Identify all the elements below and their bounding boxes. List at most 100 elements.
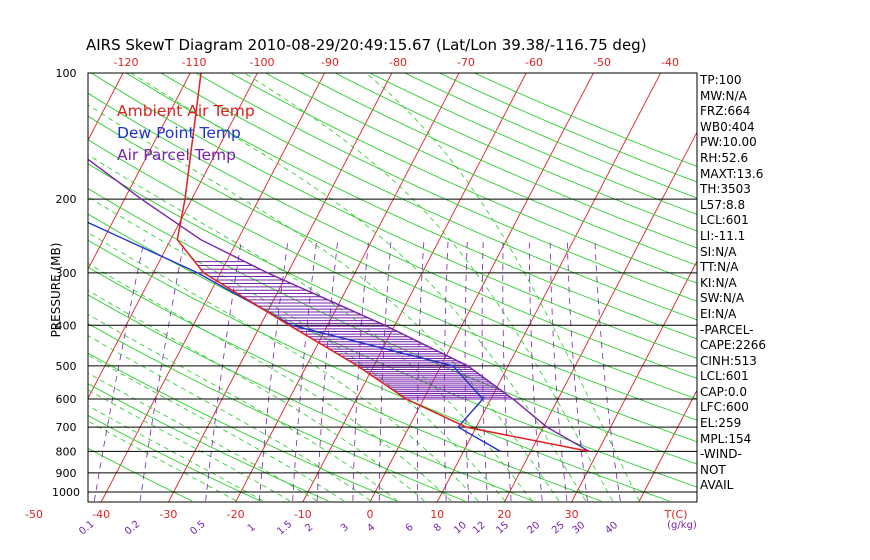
stat-line: CINH:513 [700,353,757,368]
y-axis-label: PRESSURE (MB) [49,242,63,338]
stat-line: AVAIL [700,478,734,493]
isotherm-line [100,73,326,502]
pressure-tick-label: 700 [56,421,77,434]
bottom-temp-tick-label: -10 [294,508,312,521]
dry-adiabat-line [88,352,397,502]
isotherm-line [235,73,460,502]
isotherm-line [638,389,697,502]
dry-adiabat-line [230,73,697,284]
dry-adiabat-line [88,92,697,379]
stats-panel: TP:100 MW:N/A FRZ:664 WB0:404 PW:10.00 RH:52.… [700,73,766,494]
top-temp-tick-label: -70 [457,56,475,69]
moist-adiabat-line [130,73,586,502]
moist-adiabat-line [88,372,318,502]
stat-line: CAP:0.0 [700,384,747,399]
legend-ambient-air-temp: Ambient Air Temp [117,102,255,120]
stat-line: RH:52.6 [700,150,749,165]
mixing-ratio-tick-label: 12 [471,520,488,537]
mixing-ratio-tick-label: 6 [404,522,416,535]
dry-adiabat-line [439,73,697,183]
stat-line: MAXT:13.6 [700,166,764,181]
stat-line: L57:8.8 [700,197,746,212]
mixing-ratio-line [416,239,425,501]
mixing-ratio-tick-label: 0.5 [188,519,207,538]
mixing-ratio-line [566,239,588,501]
dry-adiabat-line [88,266,602,502]
isotherm-line [504,131,697,502]
mixing-ratio-tick-label: 20 [525,520,542,537]
stat-line: NOT [700,462,726,477]
isotherm-line [88,73,258,400]
dry-adiabat-line [91,73,697,359]
stat-line: TH:3503 [700,182,751,197]
dry-adiabat-line [334,73,697,232]
pressure-tick-label: 500 [56,360,77,373]
bottom-temp-tick-label: -20 [227,508,245,521]
top-temp-tick-label: -100 [250,56,275,69]
stat-line: CAPE:2266 [700,338,766,353]
stat-line: WB0:404 [700,119,755,134]
pressure-tick-label: 300 [56,267,77,280]
stat-line: SW:N/A [700,291,745,306]
bottom-temp-tick-label: -50 [25,508,43,521]
legend: Ambient Air Temp Dew Point Temp Air Parc… [117,100,255,166]
stat-line: -WIND- [700,447,742,462]
dry-adiabat-line [88,383,329,502]
legend-air-parcel-temp: Air Parcel Temp [117,146,236,164]
mixing-ratio-line [93,239,145,501]
stat-line: MW:N/A [700,88,747,103]
top-temp-tick-label: -110 [182,56,207,69]
mixing-ratio-tick-label: 0.1 [77,519,96,538]
bottom-temp-tick-label: 0 [367,508,374,521]
dry-adiabat-line [369,73,697,215]
isotherm-line [302,73,527,502]
stat-line: EL:259 [700,416,742,431]
isotherm-line [0,73,56,502]
mixing-ratio-tick-label: 10 [452,520,469,537]
pressure-tick-label: 900 [56,467,77,480]
mixing-ratio-tick-label: 0.2 [123,519,142,538]
pressure-tick-label: 600 [56,393,77,406]
bottom-temp-tick-label: 10 [430,508,444,521]
mixing-ratio-line [139,239,185,501]
top-temp-tick-label: -40 [661,56,679,69]
top-temp-tick-label: -50 [593,56,611,69]
mixing-ratio-unit-label: (g/kg) [667,520,697,531]
stat-line: PW:10.00 [700,135,757,150]
mixing-ratio-tick-label: 2 [303,522,315,535]
dry-adiabat-line [88,139,697,421]
top-temp-tick-label: -90 [321,56,339,69]
isotherm-line [436,73,662,502]
stat-line: LCL:601 [700,369,749,384]
dry-adiabat-line [88,414,261,502]
mixing-ratio-tick-label: 40 [603,520,620,537]
mixing-ratio-tick-label: 8 [432,522,444,535]
moist-adiabat-line [88,389,291,502]
mixing-ratio-line [378,239,392,501]
isotherm-line [168,73,393,502]
mixing-ratio-line [259,239,289,501]
isotherm-line [571,260,697,502]
stat-line: LCL:601 [700,213,749,228]
dry-adiabat-line [88,294,534,502]
dry-adiabat-line [126,73,697,340]
mixing-ratio-line [528,239,543,501]
stat-line: TP:100 [700,73,742,87]
mixing-ratio-tick-label: 4 [365,522,377,535]
mixing-ratio-line [481,239,488,501]
legend-dew-point-temp: Dew Point Temp [117,124,241,142]
moist-adiabat-line [88,232,479,502]
plot-area [0,73,697,502]
mixing-ratio-tick-label: 1.5 [275,519,294,538]
mixing-ratio-line [502,239,512,501]
dry-adiabat-line [404,73,697,199]
dewpoint-line [88,221,501,453]
dry-adiabat-line [474,73,697,167]
stat-line: LFC:600 [700,400,749,415]
dry-adiabat-line [160,73,697,321]
temperature-line [176,73,590,453]
stat-line: SI:N/A [700,244,737,259]
mixing-ratio-line [292,239,318,501]
bottom-temp-tick-label: 20 [497,508,511,521]
stat-line: LI:-11.1 [700,228,746,243]
